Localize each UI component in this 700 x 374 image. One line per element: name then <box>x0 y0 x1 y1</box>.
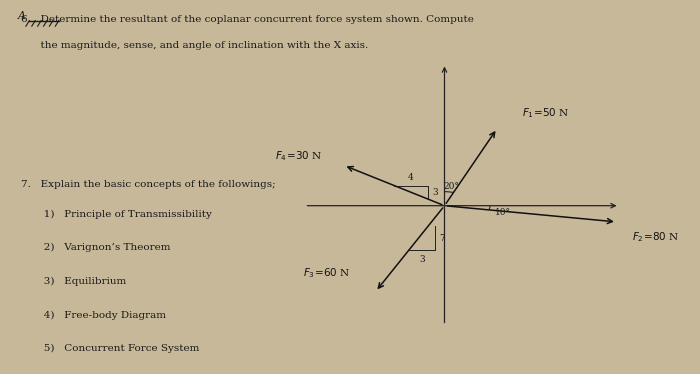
Text: $F_3\!=\!60$ N: $F_3\!=\!60$ N <box>303 266 350 280</box>
Text: A: A <box>18 11 25 21</box>
Text: 4)   Free-body Diagram: 4) Free-body Diagram <box>21 310 166 319</box>
Text: 20°: 20° <box>443 182 459 191</box>
Text: 10°: 10° <box>495 208 510 217</box>
Text: $F_1\!=\!50$ N: $F_1\!=\!50$ N <box>522 107 570 120</box>
Text: the magnitude, sense, and angle of inclination with the X axis.: the magnitude, sense, and angle of incli… <box>21 41 368 50</box>
Text: $F_4\!=\!30$ N: $F_4\!=\!30$ N <box>274 149 322 163</box>
Text: 7: 7 <box>440 234 445 243</box>
Text: $F_2\!=\!80$ N: $F_2\!=\!80$ N <box>631 230 679 244</box>
Text: 3: 3 <box>432 188 438 197</box>
Text: 6.   Determine the resultant of the coplanar concurrent force system shown. Comp: 6. Determine the resultant of the coplan… <box>21 15 474 24</box>
Text: 5)   Concurrent Force System: 5) Concurrent Force System <box>21 344 200 353</box>
Text: 1)   Principle of Transmissibility: 1) Principle of Transmissibility <box>21 209 212 218</box>
Text: 3)   Equilibrium: 3) Equilibrium <box>21 277 126 286</box>
Text: 7.   Explain the basic concepts of the followings;: 7. Explain the basic concepts of the fol… <box>21 180 276 188</box>
Text: 3: 3 <box>419 255 425 264</box>
Text: 2)   Varignon’s Theorem: 2) Varignon’s Theorem <box>21 243 171 252</box>
Text: 4: 4 <box>408 173 414 182</box>
